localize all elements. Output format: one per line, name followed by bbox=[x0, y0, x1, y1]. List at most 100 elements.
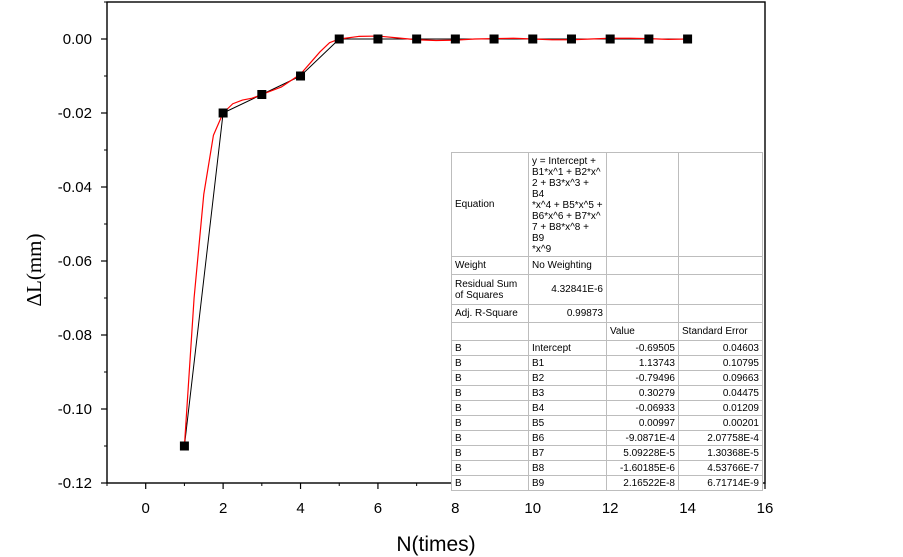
adj-r-square-value: 0.99873 bbox=[528, 304, 607, 323]
y-tick-label: -0.02 bbox=[58, 105, 92, 122]
param-name: B8 bbox=[528, 460, 607, 476]
param-row: B B7 5.09228E-5 1.30368E-5 bbox=[451, 445, 763, 461]
param-stderr: 1.30368E-5 bbox=[678, 445, 763, 461]
param-stderr: 0.09663 bbox=[678, 370, 763, 386]
x-tick-label: 2 bbox=[219, 500, 227, 517]
param-row: B B8 -1.60185E-6 4.53766E-7 bbox=[451, 460, 763, 476]
param-row: B B3 0.30279 0.04475 bbox=[451, 385, 763, 401]
equation-row: Equation y = Intercept + B1*x^1 + B2*x^ 2 … bbox=[451, 152, 763, 257]
param-name: B7 bbox=[528, 445, 607, 461]
data-point bbox=[218, 108, 228, 118]
param-value: -9.0871E-4 bbox=[606, 430, 679, 446]
param-value: 1.13743 bbox=[606, 355, 679, 371]
data-point bbox=[412, 34, 422, 44]
param-value: -0.69505 bbox=[606, 340, 679, 356]
ticks-layer: 0 2 4 6 8 10 12 14 16 0.00 -0.02 -0.04 -0.06 -0.08 -0.… bbox=[58, 1, 774, 517]
param-value: -0.06933 bbox=[606, 400, 679, 416]
data-point bbox=[334, 34, 344, 44]
equation-line: B1*x^1 + B2*x^ bbox=[532, 167, 601, 178]
param-stderr: 0.04603 bbox=[678, 340, 763, 356]
stderr-header: Standard Error bbox=[678, 322, 763, 341]
param-name: B1 bbox=[528, 355, 607, 371]
data-point bbox=[566, 34, 576, 44]
param-header-row: Value Standard Error bbox=[451, 322, 763, 341]
data-point bbox=[450, 34, 460, 44]
fit-table-body: Equation y = Intercept + B1*x^1 + B2*x^ 2 … bbox=[451, 152, 763, 491]
data-point bbox=[683, 34, 693, 44]
x-axis-title: N(times) bbox=[396, 533, 475, 556]
y-tick-label: -0.06 bbox=[58, 253, 92, 270]
data-point bbox=[644, 34, 654, 44]
param-stderr: 0.00201 bbox=[678, 415, 763, 431]
param-name: Intercept bbox=[528, 340, 607, 356]
param-group: B bbox=[451, 385, 529, 401]
param-stderr: 2.07758E-4 bbox=[678, 430, 763, 446]
param-group: B bbox=[451, 430, 529, 446]
param-name: B6 bbox=[528, 430, 607, 446]
param-group: B bbox=[451, 460, 529, 476]
param-value: 2.16522E-8 bbox=[606, 475, 679, 491]
data-point bbox=[179, 441, 189, 451]
param-name: B9 bbox=[528, 475, 607, 491]
param-value: 0.00997 bbox=[606, 415, 679, 431]
equation-line: B6*x^6 + B7*x^ bbox=[532, 211, 601, 222]
param-row: B B6 -9.0871E-4 2.07758E-4 bbox=[451, 430, 763, 446]
param-group: B bbox=[451, 370, 529, 386]
equation-line: *x^9 bbox=[532, 244, 552, 255]
equation-line: y = Intercept + bbox=[532, 156, 596, 167]
weight-value: No Weighting bbox=[528, 256, 607, 275]
equation-label: Equation bbox=[451, 152, 529, 257]
x-tick-label: 16 bbox=[757, 500, 774, 517]
param-stderr: 0.04475 bbox=[678, 385, 763, 401]
param-value: 0.30279 bbox=[606, 385, 679, 401]
y-tick-label: 0.00 bbox=[63, 31, 92, 48]
param-value: -0.79496 bbox=[606, 370, 679, 386]
adj-r-square-label: Adj. R-Square bbox=[451, 304, 529, 323]
param-group: B bbox=[451, 445, 529, 461]
equation-line: 7 + B8*x^8 + B9 bbox=[532, 222, 589, 244]
rss-label: Residual Sum of Squares bbox=[451, 274, 529, 305]
param-stderr: 0.01209 bbox=[678, 400, 763, 416]
data-point bbox=[528, 34, 538, 44]
param-stderr: 4.53766E-7 bbox=[678, 460, 763, 476]
x-tick-label: 10 bbox=[524, 500, 541, 517]
param-name: B3 bbox=[528, 385, 607, 401]
x-tick-label: 6 bbox=[374, 500, 382, 517]
y-tick-label: -0.12 bbox=[58, 475, 92, 492]
rss-value: 4.32841E-6 bbox=[528, 274, 607, 305]
param-row: B B1 1.13743 0.10795 bbox=[451, 355, 763, 371]
param-name: B4 bbox=[528, 400, 607, 416]
data-point bbox=[296, 71, 306, 81]
param-row: B B5 0.00997 0.00201 bbox=[451, 415, 763, 431]
equation-line: 2 + B3*x^3 + B4 bbox=[532, 178, 589, 200]
series-layer bbox=[179, 34, 693, 451]
equation-text: y = Intercept + B1*x^1 + B2*x^ 2 + B3*x^3 … bbox=[528, 152, 607, 257]
weight-label: Weight bbox=[451, 256, 529, 275]
fit-parameters-table: Equation y = Intercept + B1*x^1 + B2*x^ 2 … bbox=[451, 152, 763, 491]
rss-label-line: of Squares bbox=[455, 289, 504, 301]
param-group: B bbox=[451, 475, 529, 491]
param-row: B Intercept -0.69505 0.04603 bbox=[451, 340, 763, 356]
data-point bbox=[489, 34, 499, 44]
y-tick-label: -0.04 bbox=[58, 179, 92, 196]
x-tick-label: 0 bbox=[142, 500, 150, 517]
param-group: B bbox=[451, 400, 529, 416]
adj-r-square-row: Adj. R-Square 0.99873 bbox=[451, 304, 763, 323]
param-value: -1.60185E-6 bbox=[606, 460, 679, 476]
param-value: 5.09228E-5 bbox=[606, 445, 679, 461]
param-row: B B2 -0.79496 0.09663 bbox=[451, 370, 763, 386]
y-axis-title: ΔL(mm) bbox=[22, 234, 46, 307]
plot-frame bbox=[106, 1, 766, 484]
data-point bbox=[373, 34, 383, 44]
param-group: B bbox=[451, 355, 529, 371]
x-tick-label: 4 bbox=[296, 500, 304, 517]
param-name: B5 bbox=[528, 415, 607, 431]
y-tick-label: -0.10 bbox=[58, 401, 92, 418]
weight-row: Weight No Weighting bbox=[451, 256, 763, 275]
x-tick-label: 14 bbox=[679, 500, 696, 517]
data-point bbox=[605, 34, 615, 44]
param-row: B B4 -0.06933 0.01209 bbox=[451, 400, 763, 416]
param-name: B2 bbox=[528, 370, 607, 386]
equation-line: *x^4 + B5*x^5 + bbox=[532, 200, 603, 211]
rss-label-line: Residual Sum bbox=[455, 278, 518, 290]
